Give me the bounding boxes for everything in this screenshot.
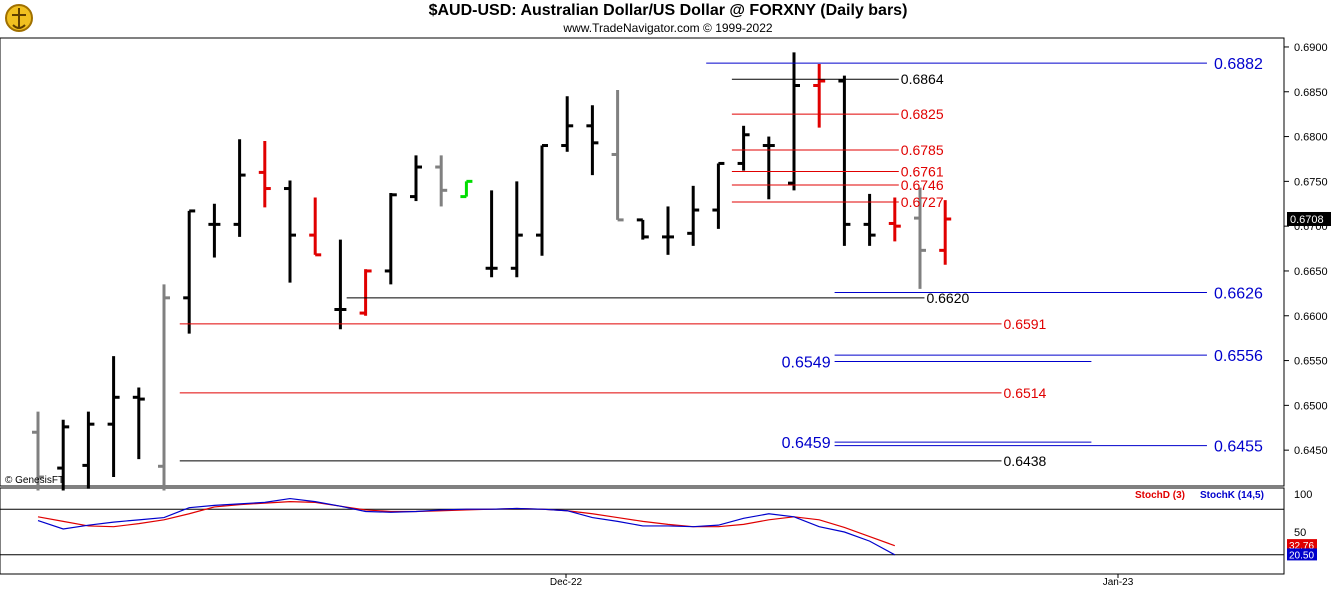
stoch-tick-label: 100 <box>1294 489 1312 501</box>
price-tick-label: 0.6500 <box>1294 400 1328 412</box>
ohlc-bar <box>485 190 498 278</box>
chart-subtitle: www.TradeNavigator.com © 1999-2022 <box>563 21 773 35</box>
stochastic-lines <box>0 497 1284 556</box>
ohlc-bar <box>410 155 422 202</box>
level-label: 0.6864 <box>901 71 944 87</box>
stoch-tick-label: 50 <box>1294 527 1306 539</box>
level-lines: 0.6882 0.6864 0.6825 0.6785 0.67610.67460.67… <box>179 56 1263 469</box>
level-label: 0.6785 <box>901 142 944 158</box>
x-tick-label: Jan-23 <box>1103 577 1134 588</box>
ohlc-bar <box>762 136 775 200</box>
ohlc-bar <box>863 193 876 246</box>
ohlc-bar <box>510 181 523 278</box>
price-tick-label: 0.6800 <box>1294 132 1328 144</box>
tradenavigator-logo-icon <box>5 4 33 32</box>
watermark: © GenesisFT <box>5 475 64 486</box>
stoch-legend-label: StochK (14,5) <box>1200 490 1264 501</box>
price-tick-label: 0.6650 <box>1294 266 1328 278</box>
ohlc-bar <box>233 139 246 237</box>
ohlc-bar <box>384 193 397 285</box>
ohlc-bar <box>662 206 674 255</box>
ohlc-bar <box>107 356 120 478</box>
stoch-last-box <box>1287 539 1317 552</box>
ohlc-bar <box>687 185 700 246</box>
ohlc-bar <box>712 161 725 229</box>
ohlc-bar <box>636 218 649 240</box>
stoch-series-line <box>37 497 896 556</box>
level-label: 0.6727 <box>901 194 944 210</box>
ohlc-bar <box>208 203 221 258</box>
ohlc-bar <box>838 75 851 246</box>
ohlc-bar <box>158 284 170 491</box>
stoch-last-label: 32.76 <box>1289 541 1314 552</box>
stochastic-axis: 100 50 StochD (3) 32.76 StochK (14,5) 20.50 <box>1135 489 1317 561</box>
ohlc-bar <box>32 411 44 491</box>
level-label: 0.6761 <box>901 164 944 180</box>
price-axis: 0.64500.65000.65500.66000.66500.67000.67… <box>1284 42 1331 457</box>
price-tick-label: 0.6450 <box>1294 445 1328 457</box>
ohlc-bar <box>334 239 347 330</box>
ohlc-bar <box>132 387 145 460</box>
ohlc-bar <box>258 141 271 208</box>
stoch-series-line <box>37 500 896 547</box>
ohlc-bar <box>914 187 926 289</box>
stoch-last-label: 20.50 <box>1289 550 1314 561</box>
chart-title: $AUD-USD: Australian Dollar/US Dollar @ … <box>428 2 908 19</box>
ohlc-bar <box>359 269 372 316</box>
level-label: 0.6514 <box>1004 385 1047 401</box>
level-label: 0.6882 <box>1214 56 1263 73</box>
level-label: 0.6591 <box>1004 316 1047 332</box>
stoch-last-box <box>1287 548 1317 561</box>
ohlc-bar <box>888 197 901 242</box>
ohlc-bars <box>32 52 952 491</box>
price-tick-label: 0.6550 <box>1294 356 1328 368</box>
price-tick-label: 0.6750 <box>1294 176 1328 188</box>
ohlc-bar <box>284 180 296 283</box>
price-tick-label: 0.6900 <box>1294 42 1328 54</box>
price-tick-label: 0.6600 <box>1294 311 1328 323</box>
ohlc-bar <box>460 179 473 199</box>
last-price-box <box>1287 211 1331 226</box>
ohlc-bar <box>561 96 574 152</box>
level-label: 0.6459 <box>782 435 831 452</box>
last-price-label: 0.6708 <box>1290 214 1324 226</box>
x-tick-label: Dec-22 <box>550 577 583 588</box>
stoch-legend-label: StochD (3) <box>1135 490 1185 501</box>
ohlc-bar <box>309 197 322 257</box>
ohlc-bar <box>183 209 196 334</box>
level-label: 0.6746 <box>901 177 944 193</box>
chart-header: $AUD-USD: Australian Dollar/US Dollar @ … <box>0 0 1336 37</box>
ohlc-bar <box>813 63 826 128</box>
ohlc-bar <box>737 125 750 171</box>
ohlc-bar <box>586 105 599 176</box>
ohlc-bar <box>82 411 95 489</box>
level-label: 0.6455 <box>1214 439 1263 456</box>
ohlc-bar <box>611 89 624 222</box>
level-label: 0.6626 <box>1214 285 1263 302</box>
ohlc-bar <box>435 155 448 207</box>
level-label: 0.6438 <box>1004 453 1047 469</box>
ohlc-bar <box>788 52 800 191</box>
ohlc-bar <box>939 200 952 265</box>
level-label: 0.6556 <box>1214 348 1263 365</box>
ohlc-bar <box>536 144 548 256</box>
x-axis: Dec-22 Jan-23 <box>550 574 1134 588</box>
level-label: 0.6620 <box>926 290 969 306</box>
level-label: 0.6825 <box>901 106 944 122</box>
price-tick-label: 0.6850 <box>1294 87 1328 99</box>
ohlc-bar <box>57 419 70 491</box>
level-label: 0.6549 <box>782 354 831 371</box>
